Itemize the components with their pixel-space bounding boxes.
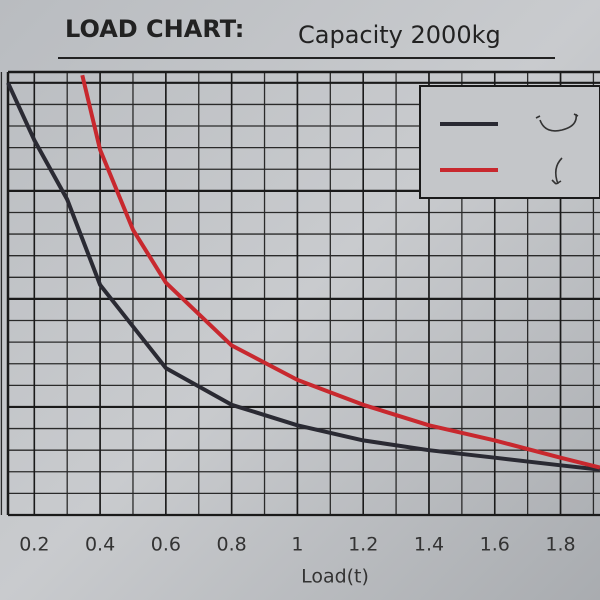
x-tick-label: 1.8 — [545, 534, 575, 556]
x-tick-label: 0.2 — [19, 534, 49, 556]
x-tick-label: 1.6 — [480, 534, 510, 556]
plot-area — [0, 70, 600, 517]
series-line — [6, 81, 600, 472]
legend-icon — [535, 113, 579, 132]
x-tick-label: 0.4 — [85, 534, 115, 556]
x-tick-label: 1 — [291, 534, 303, 556]
x-tick-label: 0.6 — [151, 534, 181, 556]
legend-icon — [551, 157, 563, 185]
chart-title: LOAD CHART: — [65, 15, 244, 43]
x-tick-label: 0.8 — [217, 534, 247, 556]
series-line — [80, 74, 600, 470]
legend-box — [419, 85, 600, 199]
x-axis-label: Load(t) — [301, 566, 369, 588]
chart-subtitle: Capacity 2000kg — [298, 21, 501, 49]
x-tick-label: 1.4 — [414, 534, 444, 556]
x-tick-label: 1.2 — [348, 534, 378, 556]
